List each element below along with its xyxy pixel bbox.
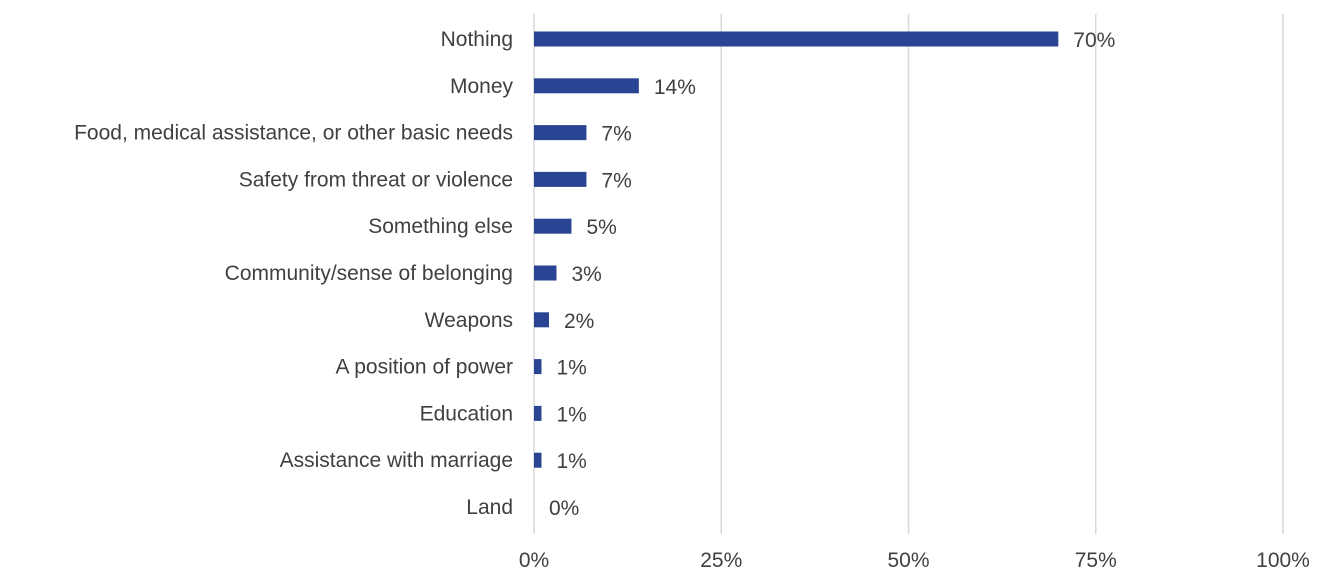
x-tick-label: 50% [887, 549, 929, 570]
x-tick-label: 25% [700, 549, 742, 570]
bar [534, 452, 542, 468]
x-tick-label: 100% [1256, 549, 1310, 570]
data-label: 14% [654, 76, 696, 99]
bar [534, 359, 542, 375]
bar [534, 125, 587, 141]
data-label: 70% [1073, 29, 1115, 52]
data-labels: 70% 14% 7% 7% 5% 3% 2% 1% 1% 1% 0% [549, 29, 1115, 520]
data-label: 3% [571, 263, 601, 286]
category-label: Money [450, 75, 514, 98]
data-label: 7% [601, 169, 631, 192]
category-label: Education [420, 402, 513, 425]
bar [534, 31, 1059, 47]
bar [534, 405, 542, 421]
bar [534, 312, 549, 328]
gridlines [533, 14, 1284, 534]
category-label: Land [466, 496, 513, 519]
bar [534, 218, 572, 234]
data-label: 1% [556, 357, 586, 380]
data-label: 5% [586, 216, 616, 239]
data-label: 1% [556, 450, 586, 473]
category-label: A position of power [336, 356, 513, 379]
x-axis-tick-labels: 0% 25% 50% 75% 100% [519, 549, 1310, 572]
category-label: Safety from threat or violence [239, 168, 513, 191]
bar [534, 265, 557, 281]
category-label: Something else [368, 215, 513, 238]
bars [534, 31, 1059, 468]
data-label: 1% [556, 403, 586, 426]
x-tick-label: 0% [519, 549, 549, 570]
category-labels: Nothing Money Food, medical assistance, or… [74, 28, 513, 519]
category-label: Weapons [425, 309, 513, 332]
data-label: 7% [601, 123, 631, 146]
bar [534, 171, 587, 187]
x-tick-label: 75% [1075, 549, 1117, 570]
category-label: Assistance with marriage [280, 449, 513, 472]
data-label: 0% [549, 497, 579, 520]
data-label: 2% [564, 310, 594, 333]
category-label: Nothing [441, 28, 513, 51]
category-label: Food, medical assistance, or other basic… [74, 122, 513, 145]
bar [534, 78, 639, 94]
category-label: Community/sense of belonging [225, 262, 513, 285]
